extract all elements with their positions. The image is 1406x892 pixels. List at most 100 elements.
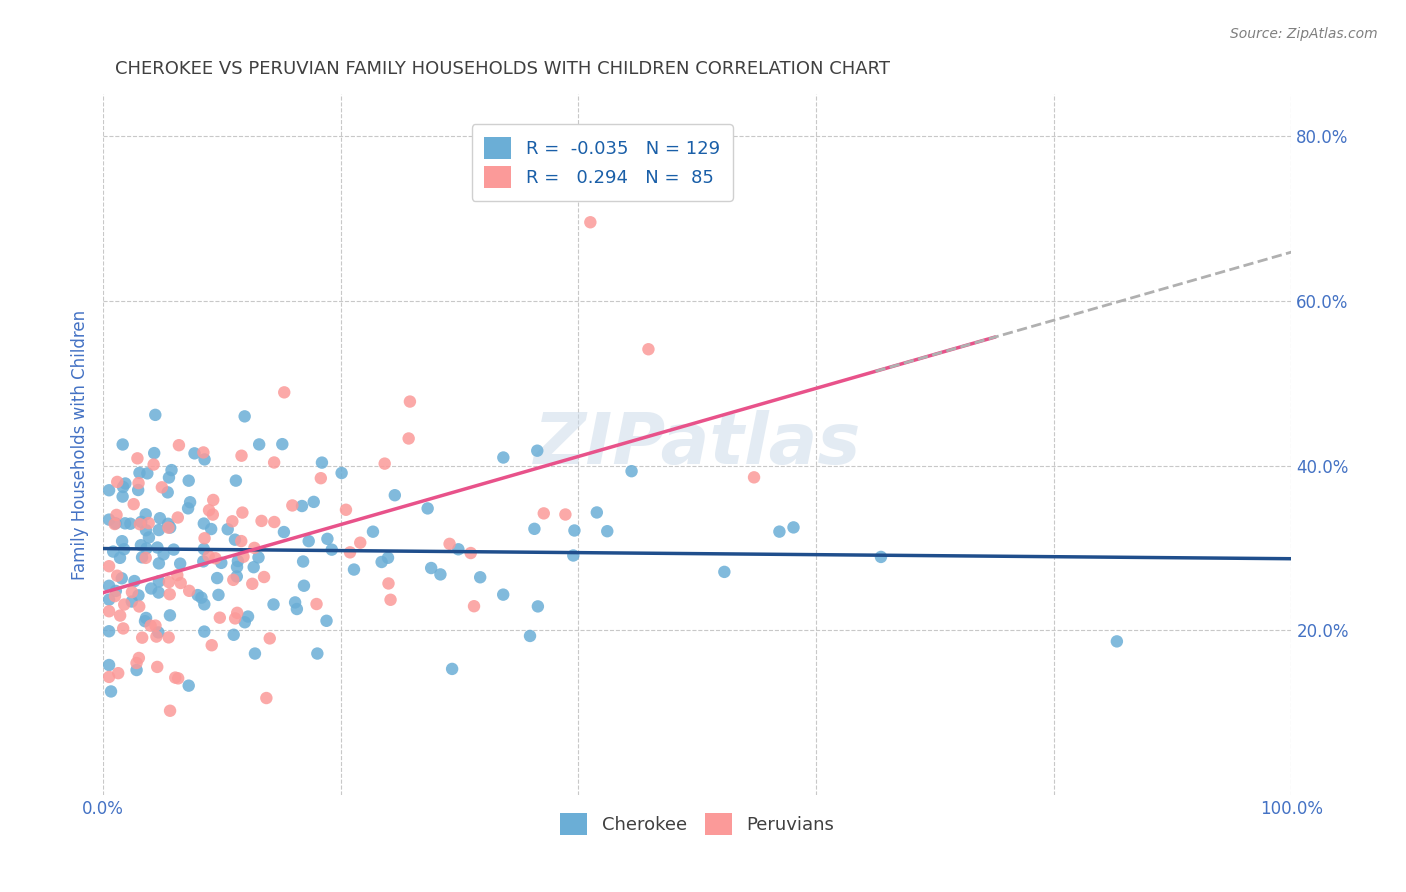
Point <box>142 458 165 472</box>
Point <box>201 638 224 652</box>
Point <box>533 507 555 521</box>
Point <box>224 611 246 625</box>
Point <box>259 632 281 646</box>
Point <box>231 534 253 549</box>
Point <box>236 609 259 624</box>
Point <box>159 587 181 601</box>
Point <box>579 215 602 229</box>
Point <box>157 470 180 484</box>
Point <box>254 691 277 706</box>
Text: CHEROKEE VS PERUVIAN FAMILY HOUSEHOLDS WITH CHILDREN CORRELATION CHART: CHEROKEE VS PERUVIAN FAMILY HOUSEHOLDS W… <box>115 60 890 78</box>
Point <box>148 585 170 599</box>
Point <box>128 517 150 532</box>
Point <box>193 445 215 459</box>
Point <box>285 602 308 616</box>
Point <box>121 585 143 599</box>
Point <box>321 542 343 557</box>
Point <box>157 521 180 535</box>
Point <box>108 608 131 623</box>
Point <box>100 684 122 698</box>
Point <box>131 631 153 645</box>
Point <box>160 463 183 477</box>
Point <box>205 571 228 585</box>
Point <box>201 508 224 522</box>
Point <box>292 579 315 593</box>
Point <box>193 554 215 568</box>
Point <box>526 443 548 458</box>
Point <box>441 662 464 676</box>
Point <box>207 588 229 602</box>
Point <box>209 556 232 570</box>
Point <box>420 561 443 575</box>
Point <box>183 446 205 460</box>
Point <box>263 598 285 612</box>
Point <box>447 542 470 557</box>
Point <box>316 532 339 546</box>
Point <box>742 470 765 484</box>
Point <box>620 464 643 478</box>
Point <box>231 506 253 520</box>
Point <box>105 508 128 522</box>
Point <box>250 514 273 528</box>
Point <box>284 595 307 609</box>
Point <box>637 343 659 357</box>
Point <box>768 524 790 539</box>
Point <box>527 599 550 614</box>
Point <box>98 579 121 593</box>
Point <box>125 656 148 670</box>
Point <box>111 437 134 451</box>
Point <box>309 471 332 485</box>
Point <box>127 483 149 497</box>
Point <box>152 547 174 561</box>
Point <box>98 624 121 639</box>
Text: Source: ZipAtlas.com: Source: ZipAtlas.com <box>1230 27 1378 41</box>
Point <box>519 629 541 643</box>
Point <box>226 606 249 620</box>
Point <box>128 476 150 491</box>
Point <box>232 549 254 564</box>
Point <box>145 630 167 644</box>
Point <box>263 515 285 529</box>
Point <box>271 437 294 451</box>
Point <box>187 588 209 602</box>
Point <box>104 583 127 598</box>
Point <box>148 557 170 571</box>
Point <box>139 618 162 632</box>
Point <box>198 503 221 517</box>
Point <box>104 589 127 603</box>
Point <box>114 476 136 491</box>
Point <box>146 541 169 555</box>
Point <box>240 577 263 591</box>
Point <box>190 591 212 605</box>
Point <box>177 501 200 516</box>
Point <box>585 506 607 520</box>
Point <box>416 501 439 516</box>
Point <box>523 522 546 536</box>
Point <box>165 671 187 685</box>
Point <box>242 560 264 574</box>
Point <box>98 559 121 574</box>
Point <box>131 550 153 565</box>
Point <box>398 432 420 446</box>
Point <box>135 541 157 556</box>
Point <box>225 569 247 583</box>
Point <box>135 508 157 522</box>
Point <box>156 485 179 500</box>
Point <box>170 576 193 591</box>
Point <box>298 534 321 549</box>
Point <box>128 466 150 480</box>
Point <box>146 660 169 674</box>
Point <box>124 574 146 588</box>
Point <box>554 508 576 522</box>
Point <box>470 570 492 584</box>
Point <box>463 599 485 614</box>
Point <box>193 516 215 531</box>
Point <box>305 597 328 611</box>
Point <box>311 456 333 470</box>
Point <box>492 450 515 465</box>
Point <box>122 497 145 511</box>
Point <box>204 551 226 566</box>
Point <box>384 488 406 502</box>
Point <box>98 658 121 673</box>
Point <box>108 550 131 565</box>
